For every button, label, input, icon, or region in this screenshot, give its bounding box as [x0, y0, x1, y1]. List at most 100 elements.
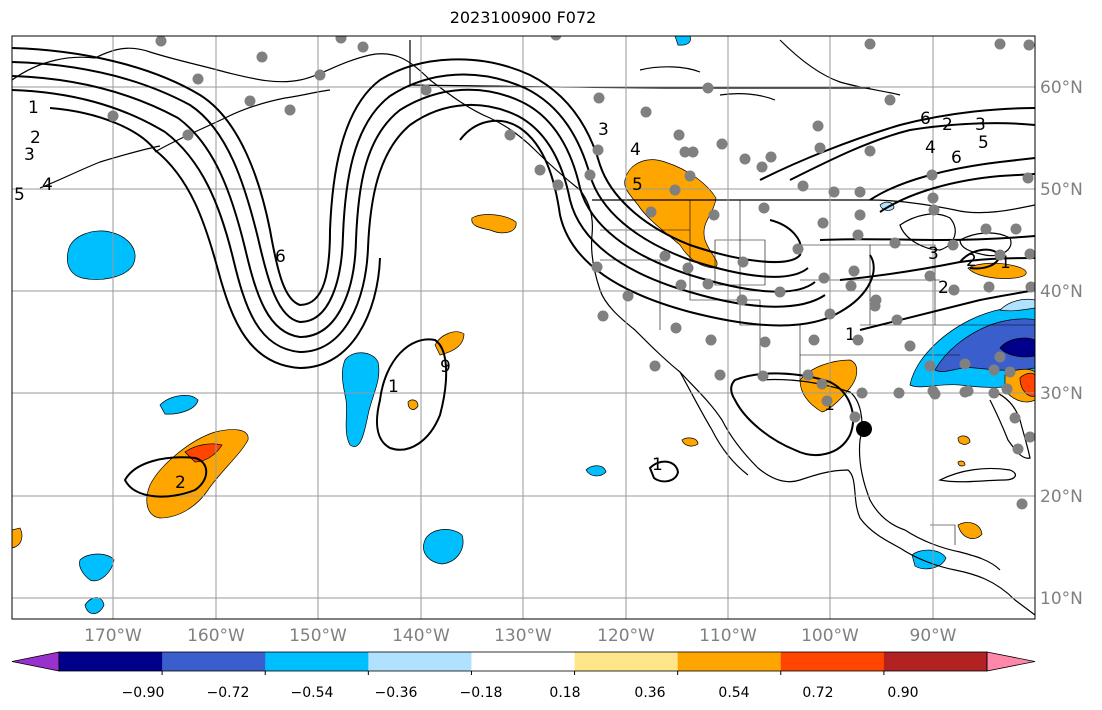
station-marker — [244, 95, 256, 107]
station-marker — [716, 138, 728, 150]
station-marker — [714, 369, 726, 381]
anomaly-neg-patch — [84, 597, 105, 614]
anomaly-neg-patch — [999, 337, 1035, 358]
contour-label: 6 — [920, 109, 931, 129]
station-markers — [107, 36, 1035, 510]
colorbar-tick-label: −0.54 — [291, 685, 334, 701]
station-marker — [854, 186, 866, 198]
station-marker — [994, 351, 1006, 363]
colorbar-tick-labels: −0.90 −0.72 −0.54 −0.36 −0.18 0.18 0.36 … — [122, 685, 919, 701]
station-marker — [928, 204, 940, 216]
station-marker — [1022, 172, 1034, 184]
colorbar-extend-low — [11, 651, 60, 672]
station-marker — [675, 279, 687, 291]
station-marker — [1024, 431, 1035, 443]
colorbar-extend-high — [986, 651, 1036, 672]
anomaly-neg-patch — [585, 465, 607, 477]
station-marker — [1016, 498, 1028, 510]
station-marker — [797, 180, 809, 192]
anomaly-neg-patch — [67, 230, 136, 280]
colorbar-segment — [677, 652, 782, 671]
station-marker — [357, 41, 369, 53]
anomaly-neg-patch — [159, 395, 199, 415]
anomaly-neg-patch — [79, 553, 115, 582]
station-marker — [774, 286, 786, 298]
station-marker — [155, 36, 167, 47]
station-marker — [1012, 443, 1024, 455]
contour-label: 5 — [14, 185, 25, 205]
station-marker — [947, 239, 959, 251]
station-marker — [682, 262, 694, 274]
contour-label: 1 — [845, 325, 856, 345]
station-marker-highlight — [856, 421, 872, 437]
station-marker — [649, 360, 661, 372]
station-marker — [739, 153, 751, 165]
station-marker — [824, 308, 836, 320]
station-marker — [256, 51, 268, 63]
station-marker — [687, 146, 699, 158]
station-marker — [759, 336, 771, 348]
lat-tick-label: 60°N — [1040, 78, 1083, 98]
station-marker — [864, 38, 876, 50]
colorbar-tick-label: 0.90 — [887, 685, 918, 701]
station-marker — [817, 217, 829, 229]
station-marker — [1010, 223, 1022, 235]
contour-label: 5 — [978, 133, 989, 153]
station-marker — [856, 387, 868, 399]
contour-lines — [12, 47, 1035, 498]
station-marker — [420, 84, 432, 96]
lon-tick-label: 150°W — [289, 626, 347, 646]
station-marker — [705, 334, 717, 346]
anomaly-neg-patch — [674, 36, 691, 46]
station-marker — [284, 104, 296, 116]
anomaly-neg-patch — [423, 529, 464, 565]
contour-label: 3 — [928, 244, 939, 264]
lat-tick-labels: 60°N 50°N 40°N 30°N 20°N 10°N — [1040, 78, 1083, 609]
station-marker — [852, 334, 864, 346]
contour-label: 4 — [925, 138, 936, 158]
contour-label: 6 — [951, 148, 962, 168]
anomaly-pos-patch — [957, 522, 983, 539]
colorbar-tick-label: −0.36 — [375, 685, 418, 701]
anomaly-neg-patch — [341, 352, 380, 447]
station-marker — [812, 120, 824, 132]
station-marker — [591, 261, 603, 273]
station-marker — [959, 386, 971, 398]
station-marker — [814, 142, 826, 154]
colorbar-segment — [883, 652, 988, 671]
station-marker — [988, 364, 1000, 376]
station-marker — [702, 278, 714, 290]
contour-label: 4 — [630, 140, 641, 160]
anomaly-pos-patch — [407, 399, 419, 410]
colorbar-segment — [162, 652, 266, 671]
station-marker — [1025, 281, 1035, 293]
coastlines — [12, 39, 1035, 616]
station-marker — [904, 340, 916, 352]
lat-tick-label: 40°N — [1040, 282, 1083, 302]
station-marker — [845, 280, 857, 292]
contour-label: 1 — [1000, 253, 1011, 273]
station-marker — [994, 249, 1006, 261]
station-marker — [1004, 366, 1016, 378]
station-marker — [314, 69, 326, 81]
station-marker — [552, 179, 564, 191]
contour-label: 3 — [24, 145, 35, 165]
lat-tick-label: 10°N — [1040, 589, 1083, 609]
contour-label: 2 — [30, 128, 41, 148]
station-marker — [854, 209, 866, 221]
station-marker — [864, 145, 876, 157]
station-marker — [737, 256, 749, 268]
station-marker — [988, 387, 1000, 399]
station-marker — [929, 388, 941, 400]
station-marker — [849, 411, 861, 423]
station-marker — [758, 202, 770, 214]
station-marker — [821, 395, 833, 407]
station-marker — [994, 38, 1006, 50]
lon-tick-label: 120°W — [597, 626, 655, 646]
contour-label: 2 — [966, 251, 977, 271]
station-marker — [335, 36, 347, 44]
lat-tick-label: 50°N — [1040, 180, 1083, 200]
station-marker — [534, 164, 546, 176]
station-marker — [893, 387, 905, 399]
